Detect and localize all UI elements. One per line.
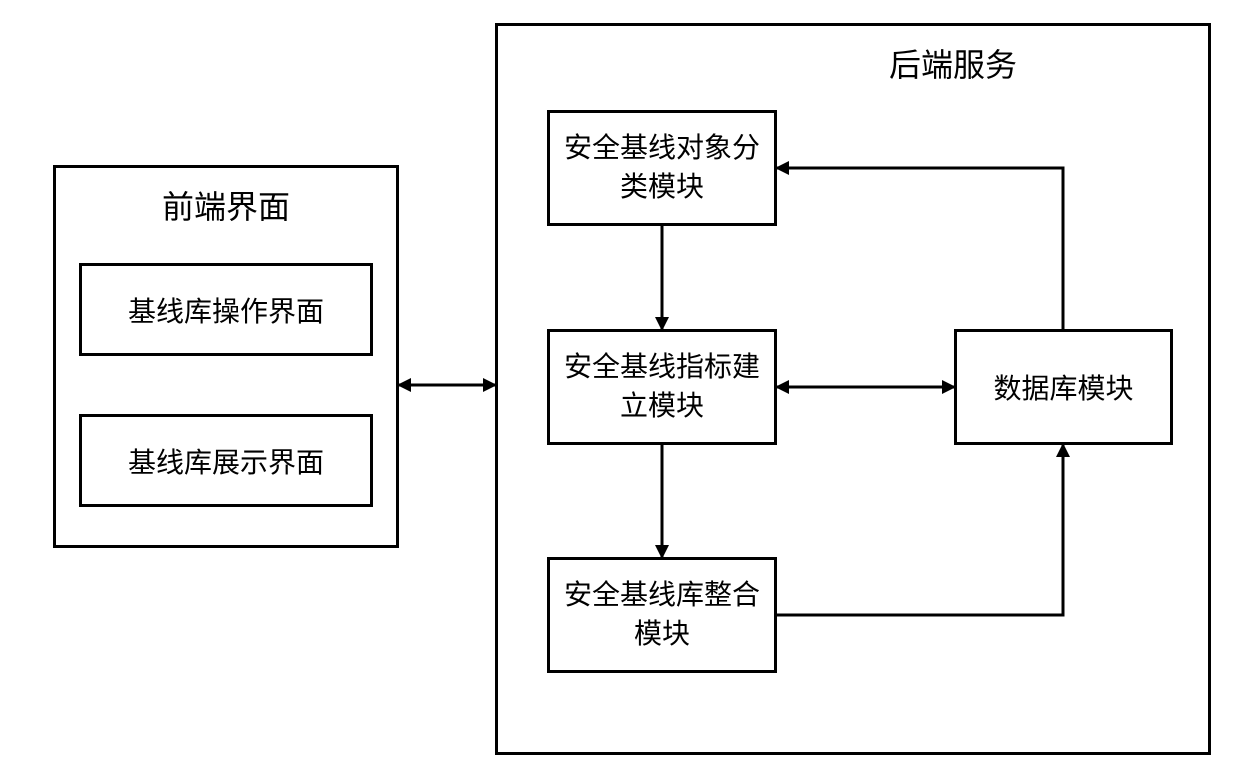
backend-index-box: 安全基线指标建立模块: [547, 329, 777, 445]
backend-classify-box: 安全基线对象分类模块: [547, 110, 777, 226]
backend-db-label: 数据库模块: [993, 367, 1133, 407]
frontend-display-box: 基线库展示界面: [79, 414, 373, 507]
backend-index-label: 安全基线指标建立模块: [558, 348, 766, 426]
frontend-op-label: 基线库操作界面: [128, 290, 324, 330]
frontend-display-label: 基线库展示界面: [128, 441, 324, 481]
backend-integrate-label: 安全基线库整合模块: [558, 576, 766, 654]
backend-integrate-box: 安全基线库整合模块: [547, 557, 777, 673]
backend-db-box: 数据库模块: [954, 329, 1173, 445]
backend-classify-label: 安全基线对象分类模块: [558, 129, 766, 207]
frontend-title: 前端界面: [56, 182, 396, 228]
frontend-op-box: 基线库操作界面: [79, 263, 373, 356]
backend-title: 后端服务: [698, 40, 1208, 86]
